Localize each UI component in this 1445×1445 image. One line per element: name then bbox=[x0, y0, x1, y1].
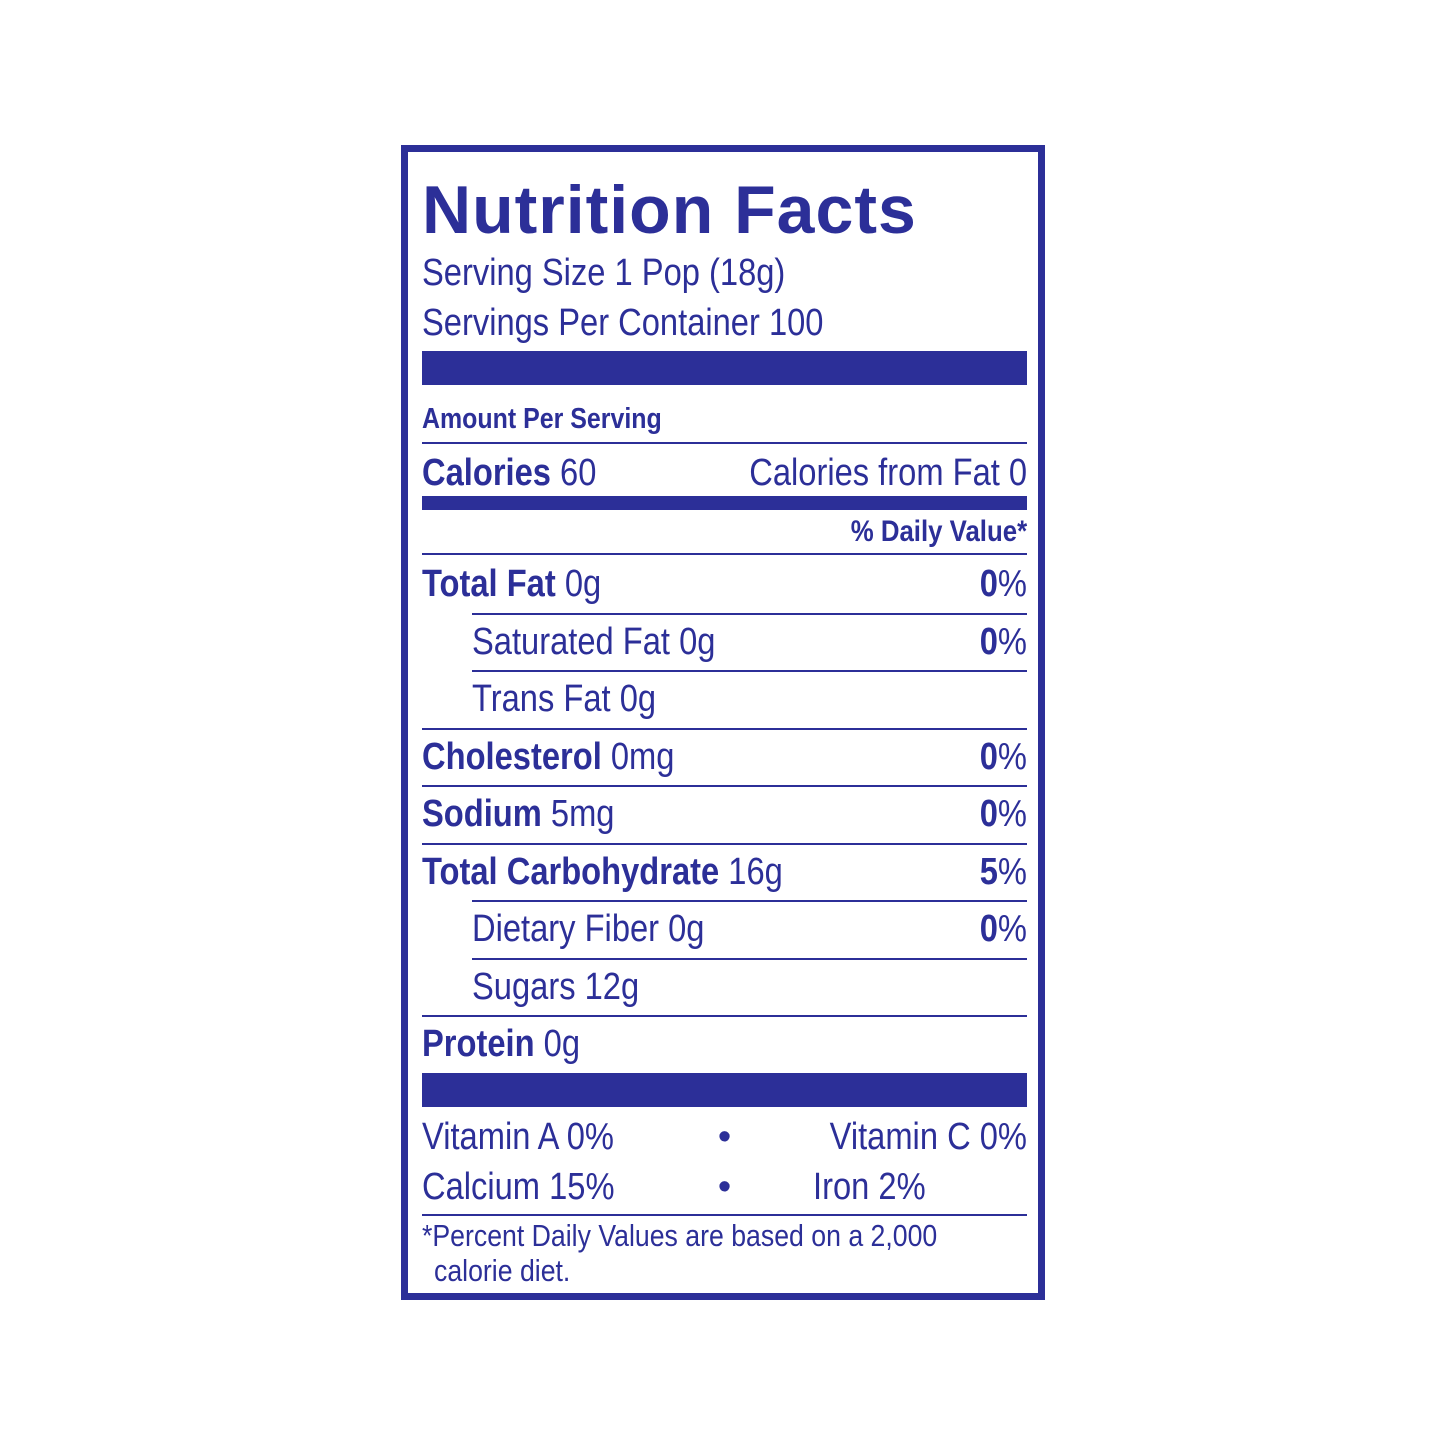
divider bbox=[422, 727, 1027, 730]
vitamin-a: Vitamin A 0% bbox=[422, 1115, 614, 1158]
calories-row: Calories 60 Calories from Fat 0 bbox=[422, 448, 1027, 498]
nutrient-row: Dietary Fiber 0g 0% bbox=[472, 901, 1027, 959]
nutrient-label: Protein bbox=[422, 1023, 535, 1066]
nutrient-amount: 0g bbox=[543, 1023, 581, 1066]
serving-size-row: Serving Size 1 Pop (18g) bbox=[422, 248, 1027, 298]
nutrient-amount: 5mg bbox=[550, 793, 615, 836]
daily-value-header: % Daily Value* bbox=[850, 515, 1027, 548]
divider bbox=[422, 1214, 1027, 1216]
nutrient-amount: 0mg bbox=[610, 735, 675, 778]
nutrient-label: Sodium bbox=[422, 793, 542, 836]
amount-per-serving: Amount Per Serving bbox=[422, 402, 662, 435]
footnote-line1: *Percent Daily Values are based on a 2,0… bbox=[422, 1218, 938, 1253]
nutrient-row: Trans Fat 0g bbox=[472, 671, 1027, 729]
calcium: Calcium 15% bbox=[422, 1165, 615, 1208]
divider bbox=[472, 670, 1027, 672]
nutrient-daily-value: 0% bbox=[979, 620, 1027, 663]
nutrient-amount: 16g bbox=[728, 850, 783, 893]
title: Nutrition Facts bbox=[422, 172, 917, 248]
iron: Iron 2% bbox=[813, 1165, 926, 1208]
divider bbox=[422, 442, 1027, 444]
nutrient-row: Sugars 12g bbox=[472, 959, 1027, 1017]
nutrient-daily-value: 0% bbox=[979, 793, 1027, 836]
nutrient-label: Total Fat bbox=[422, 563, 556, 606]
divider bbox=[422, 553, 1027, 555]
calories-from-fat: Calories from Fat 0 bbox=[749, 451, 1027, 494]
divider bbox=[422, 1015, 1027, 1017]
nutrient-label: Cholesterol bbox=[422, 735, 602, 778]
footnote-line2: calorie diet. bbox=[434, 1253, 571, 1288]
medium-divider bbox=[422, 496, 1027, 510]
calories-value: 60 bbox=[560, 451, 597, 494]
divider bbox=[472, 612, 1027, 615]
footnote-row: calorie diet. bbox=[434, 1253, 1039, 1288]
vitamin-c: Vitamin C 0% bbox=[829, 1115, 1027, 1158]
bullet: • bbox=[717, 1165, 732, 1208]
vitamin-row: Vitamin A 0% • Vitamin C 0% bbox=[422, 1112, 1027, 1162]
divider bbox=[472, 900, 1027, 902]
thick-divider bbox=[422, 1073, 1027, 1107]
calories-label: Calories bbox=[422, 451, 551, 494]
nutrient-row: Protein 0g bbox=[422, 1016, 1027, 1074]
nutrient-label: Saturated Fat 0g bbox=[472, 620, 716, 663]
divider bbox=[422, 785, 1027, 787]
nutrient-label: Dietary Fiber 0g bbox=[472, 908, 705, 951]
amount-per-serving-row: Amount Per Serving bbox=[422, 400, 1027, 438]
serving-size: Serving Size 1 Pop (18g) bbox=[422, 251, 786, 294]
nutrient-daily-value: 0% bbox=[979, 735, 1027, 778]
divider bbox=[472, 957, 1027, 960]
nutrient-label: Sugars 12g bbox=[472, 965, 640, 1008]
nutrient-daily-value: 0% bbox=[979, 563, 1027, 606]
nutrient-daily-value: 5% bbox=[979, 850, 1027, 893]
divider bbox=[422, 842, 1027, 845]
nutrient-row: Saturated Fat 0g 0% bbox=[472, 614, 1027, 672]
nutrient-row: Sodium 5mg 0% bbox=[422, 786, 1027, 844]
nutrient-row: Total Fat 0g 0% bbox=[422, 556, 1027, 614]
bullet: • bbox=[717, 1115, 732, 1158]
footnote-row: *Percent Daily Values are based on a 2,0… bbox=[422, 1218, 1027, 1254]
nutrient-row: Cholesterol 0mg 0% bbox=[422, 729, 1027, 787]
nutrient-amount: 0g bbox=[564, 563, 602, 606]
nutrient-daily-value: 0% bbox=[979, 908, 1027, 951]
nutrient-label: Total Carbohydrate bbox=[422, 850, 720, 893]
servings-per-container: Servings Per Container 100 bbox=[422, 301, 824, 344]
nutrient-label: Trans Fat 0g bbox=[472, 678, 657, 721]
servings-row: Servings Per Container 100 bbox=[422, 298, 1027, 348]
daily-value-header-row: % Daily Value* bbox=[422, 512, 1027, 552]
nutrition-facts-label: Nutrition Facts Serving Size 1 Pop (18g)… bbox=[401, 145, 1045, 1300]
thick-divider bbox=[422, 351, 1027, 385]
title-row: Nutrition Facts bbox=[422, 170, 1027, 250]
vitamin-row: Calcium 15% • Iron 2% bbox=[422, 1162, 1027, 1212]
nutrient-row: Total Carbohydrate 16g 5% bbox=[422, 844, 1027, 902]
